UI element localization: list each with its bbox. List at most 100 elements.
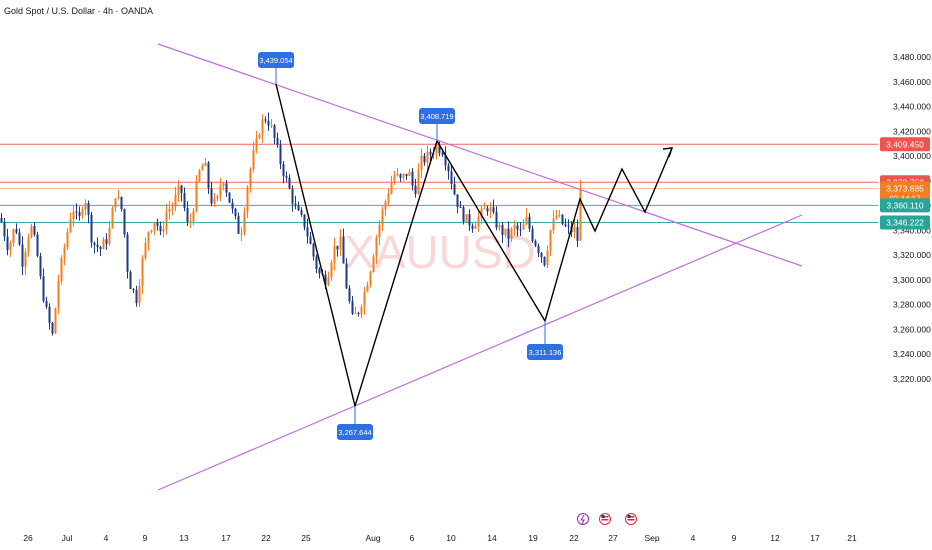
candle-body (462, 207, 465, 222)
candle-body (504, 228, 507, 235)
candle-body (63, 247, 66, 258)
y-axis-tick-label: 3,280.000 (893, 300, 931, 310)
swing-label-box (258, 52, 294, 68)
candle-body (12, 229, 15, 243)
candle-body (90, 214, 93, 243)
y-axis-tick-label: 3,400.000 (893, 151, 931, 161)
candle-body (510, 228, 513, 239)
x-axis-tick-label: 12 (770, 533, 780, 543)
swing-label-box (527, 344, 563, 360)
candle-body (540, 252, 543, 257)
lightning-event-icon[interactable] (577, 513, 589, 525)
candle-body (198, 170, 201, 181)
candle-body (6, 236, 9, 251)
candle-body (573, 227, 576, 233)
candle-body (144, 243, 147, 259)
swing-label-text: 3,267.644 (338, 428, 371, 437)
candle-body (171, 206, 174, 210)
candle-body (546, 250, 549, 266)
candle-body (243, 211, 246, 234)
candle-body (51, 323, 54, 334)
candle-body (525, 216, 528, 225)
candle-body (429, 151, 432, 155)
candle-body (126, 234, 129, 272)
candle-body (180, 185, 183, 194)
candle-body (411, 171, 414, 186)
x-axis-tick-label: 14 (487, 533, 497, 543)
candle-body (213, 198, 216, 204)
candle-body (561, 214, 564, 225)
price-marker-tag (880, 137, 930, 152)
candle-body (477, 216, 480, 226)
y-axis-tick-label: 3,300.000 (893, 275, 931, 285)
candle-body (303, 214, 306, 228)
candle-body (252, 149, 255, 170)
x-axis-tick-label: 9 (732, 533, 737, 543)
candle-body (48, 306, 51, 324)
candle-body (264, 119, 267, 121)
candle-body (444, 154, 447, 166)
candle-body (210, 188, 213, 204)
candle-body (255, 138, 258, 150)
candle-body (225, 183, 228, 193)
candle-body (261, 119, 264, 135)
candle-body (207, 162, 210, 189)
candle-body (231, 202, 234, 209)
candle-body (396, 174, 399, 176)
candle-body (237, 216, 240, 234)
candle-body (552, 218, 555, 231)
candle-body (318, 268, 321, 274)
candle-body (447, 165, 450, 172)
candle-body (192, 211, 195, 222)
candle-body (36, 234, 39, 256)
candle-body (57, 280, 60, 309)
candle-body (297, 205, 300, 211)
x-axis-tick-label: 19 (528, 533, 538, 543)
candle-body (438, 144, 441, 154)
candle-body (354, 312, 357, 314)
x-axis-tick-label: 4 (691, 533, 696, 543)
candle-body (147, 231, 150, 244)
candle-body (390, 183, 393, 194)
candle-body (579, 188, 582, 241)
x-axis-tick-label: 22 (569, 533, 579, 543)
x-axis-tick-label: Sep (644, 533, 659, 543)
x-axis-tick-label: 21 (847, 533, 857, 543)
x-axis-tick-label: 13 (179, 533, 189, 543)
candle-body (267, 120, 270, 126)
candle-body (249, 169, 252, 188)
candle-body (150, 230, 153, 232)
candle-body (453, 183, 456, 195)
candle-body (0, 217, 3, 222)
candle-body (513, 225, 516, 229)
candle-body (495, 212, 498, 228)
candle-body (522, 224, 525, 230)
price-marker-tag (880, 198, 930, 213)
candle-body (234, 208, 237, 217)
candle-body (312, 243, 315, 257)
lower-trendline (157, 214, 803, 491)
candle-body (24, 251, 27, 267)
candle-body (165, 211, 168, 229)
candle-body (471, 225, 474, 229)
candle-body (216, 196, 219, 199)
candle-body (120, 196, 123, 210)
flag-stripe-icon (601, 516, 609, 518)
candle-body (291, 188, 294, 204)
candle-body (558, 214, 561, 216)
candle-body (132, 288, 135, 290)
candle-body (219, 185, 222, 197)
candle-body (300, 210, 303, 215)
candle-body (42, 276, 45, 301)
lightning-glyph-icon (580, 514, 585, 525)
candle-body (423, 155, 426, 163)
candle-body (576, 227, 579, 241)
candle-body (201, 165, 204, 171)
candle-body (543, 256, 546, 266)
candle-body (189, 221, 192, 223)
candle-body (336, 245, 339, 250)
candle-body (276, 137, 279, 145)
x-axis-tick-label: 9 (143, 533, 148, 543)
